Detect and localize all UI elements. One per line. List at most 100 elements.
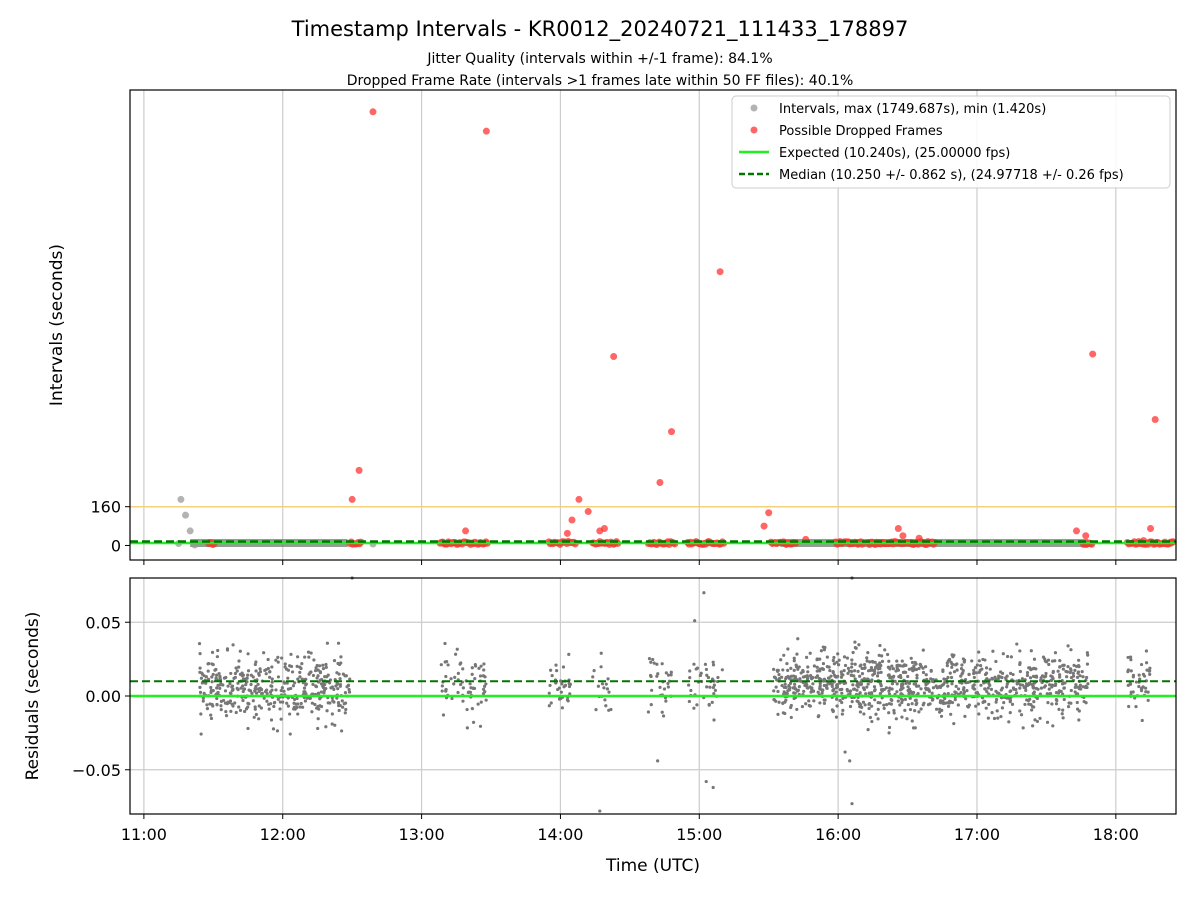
residual-point — [834, 715, 839, 719]
residual-point — [228, 681, 232, 686]
residual-point — [863, 703, 867, 707]
residual-point — [852, 674, 856, 678]
residual-point — [293, 697, 297, 701]
residual-point — [972, 675, 976, 680]
residual-point — [894, 669, 898, 673]
residual-point — [664, 671, 668, 675]
residual-point — [250, 691, 254, 695]
residual-point — [269, 718, 274, 722]
residual-point — [771, 667, 776, 671]
residual-point — [1022, 685, 1026, 690]
residual-point — [1044, 671, 1048, 676]
residual-point — [459, 682, 463, 687]
residual-point — [807, 699, 811, 703]
residual-point — [199, 732, 203, 736]
residual-point — [1066, 704, 1071, 709]
residual-point — [456, 690, 460, 695]
residual-point — [237, 705, 241, 709]
residual-point — [981, 657, 985, 662]
residual-point — [854, 646, 858, 650]
residual-point — [567, 684, 572, 689]
residual-point — [1038, 716, 1042, 720]
residual-point — [829, 674, 833, 678]
residual-point — [336, 661, 340, 666]
residual-point — [878, 691, 882, 696]
residual-point — [1081, 675, 1085, 679]
residual-point — [200, 671, 204, 675]
residual-point — [858, 674, 862, 678]
residual-point — [984, 666, 989, 670]
residual-point — [1075, 700, 1079, 705]
residual-point — [449, 677, 453, 681]
residual-point — [805, 675, 809, 679]
residual-outlier-point — [704, 779, 708, 784]
residual-point — [929, 677, 933, 681]
dropped-frame-point — [369, 108, 377, 116]
residual-point — [468, 682, 472, 686]
residual-point — [262, 651, 266, 655]
residual-point — [470, 666, 474, 670]
residual-point — [791, 686, 795, 690]
residual-point — [887, 689, 891, 693]
residual-point — [850, 700, 854, 704]
residual-point — [873, 698, 877, 702]
residual-point — [1002, 701, 1006, 705]
residual-point — [828, 668, 832, 673]
residual-point — [322, 682, 326, 686]
residual-point — [273, 700, 277, 705]
residual-point — [985, 689, 989, 694]
residual-point — [720, 668, 724, 672]
residual-point — [924, 665, 928, 669]
residual-outlier-point — [848, 759, 852, 763]
residual-point — [785, 691, 789, 696]
residual-point — [704, 667, 709, 672]
residual-point — [1028, 676, 1033, 680]
residual-point — [1018, 662, 1022, 667]
residual-point — [1068, 667, 1073, 671]
residual-point — [978, 668, 982, 672]
residual-point — [254, 660, 258, 664]
residual-point — [225, 647, 230, 651]
residual-point — [483, 675, 487, 679]
intervals-axes: 0 160 — [90, 498, 1117, 565]
residual-point — [989, 687, 994, 691]
residual-point — [902, 664, 906, 668]
residual-point — [914, 702, 918, 707]
residual-point — [796, 637, 800, 641]
residual-point — [836, 663, 841, 667]
residual-point — [328, 701, 332, 705]
legend-expected-label: Expected (10.240s), (25.00000 fps) — [779, 146, 1010, 161]
residual-point — [825, 685, 829, 690]
residual-point — [955, 668, 959, 672]
residual-point — [832, 655, 836, 660]
residual-point — [334, 684, 338, 688]
residual-point — [996, 716, 1000, 720]
residual-point — [804, 702, 808, 706]
residual-point — [662, 687, 667, 691]
residual-point — [198, 651, 202, 656]
residual-point — [231, 704, 235, 708]
residual-point — [712, 718, 716, 722]
residual-point — [481, 692, 486, 696]
x-tick-label: 18:00 — [1093, 825, 1139, 844]
residual-point — [226, 684, 230, 688]
residual-point — [886, 673, 890, 677]
intervals-y-tick-label: 160 — [90, 498, 121, 517]
residual-point — [995, 709, 999, 713]
residual-point — [330, 712, 334, 716]
residual-point — [296, 677, 300, 681]
residual-point — [347, 687, 351, 692]
residual-point — [1134, 680, 1138, 684]
residual-point — [950, 682, 954, 686]
residual-point — [869, 666, 874, 670]
residual-point — [270, 688, 274, 692]
residual-point — [257, 704, 261, 708]
x-tick-label: 17:00 — [954, 825, 1000, 844]
dropped-frame-point — [915, 534, 923, 542]
residual-point — [224, 675, 228, 680]
residual-point — [594, 708, 598, 712]
residual-point — [818, 681, 822, 686]
residual-point — [1043, 684, 1047, 688]
residual-point — [325, 709, 329, 713]
residual-point — [1035, 719, 1040, 724]
